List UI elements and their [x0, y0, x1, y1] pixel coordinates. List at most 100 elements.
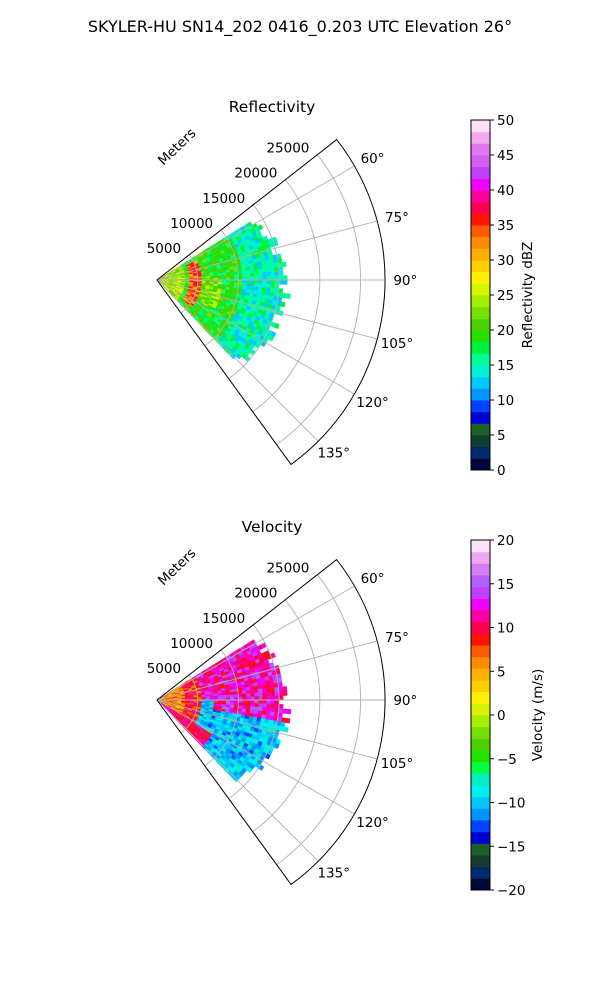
data-cell: [250, 272, 255, 277]
data-cell: [274, 279, 280, 285]
data-cell: [221, 274, 227, 278]
range-tick-label: 20000: [234, 586, 277, 602]
colorbar-tick-label: 20: [497, 323, 514, 339]
data-cell: [266, 691, 272, 697]
figure-title: SKYLER-HU SN14_202 0416_0.203 UTC Elevat…: [88, 17, 512, 37]
colorbar-swatch: [471, 388, 490, 401]
colorbar-tick-label: 50: [497, 113, 514, 129]
azimuth-spoke: [156, 699, 355, 815]
data-cell: [246, 276, 251, 281]
colorbar-swatch: [471, 248, 490, 261]
azimuth-tick-label: 105°: [381, 756, 414, 772]
data-cell: [280, 301, 286, 308]
range-ring: [228, 624, 280, 800]
data-cell: [270, 287, 276, 293]
panel-title: Velocity: [242, 518, 303, 536]
data-cell: [246, 699, 251, 704]
data-cell: [270, 691, 276, 697]
data-cell: [258, 276, 264, 281]
colorbar-swatch: [471, 820, 490, 833]
data-cell: [246, 279, 251, 284]
azimuth-tick-label: 90°: [393, 693, 417, 709]
data-cell: [258, 286, 263, 292]
colorbar-swatch: [471, 271, 490, 284]
colorbar-tick-label: 10: [497, 393, 514, 409]
data-cell: [270, 687, 276, 693]
data-cell: [274, 275, 280, 281]
data-cell: [249, 689, 255, 694]
data-cell: [229, 691, 235, 696]
data-cell: [245, 269, 251, 274]
colorbar-swatch: [471, 773, 490, 786]
data-cell: [235, 353, 243, 360]
azimuth-spoke: [156, 699, 319, 862]
data-cell: [266, 695, 272, 701]
data-cell: [262, 703, 268, 708]
range-ring: [276, 154, 361, 446]
data-cell: [270, 279, 276, 285]
colorbar-swatch: [471, 633, 490, 646]
data-cell: [285, 717, 291, 724]
colorbar-tick-label: −10: [497, 796, 526, 812]
range-ring: [228, 204, 280, 380]
data-cell: [282, 279, 288, 285]
data-cell: [270, 271, 276, 277]
colorbar-tick-label: 5: [497, 428, 506, 444]
data-cell: [274, 271, 280, 277]
colorbar-swatch: [471, 446, 490, 459]
data-cell: [266, 703, 272, 709]
azimuth-tick-label: 75°: [385, 210, 409, 226]
range-tick-label: 25000: [266, 561, 309, 577]
data-cell: [266, 287, 271, 293]
data-cell: [258, 699, 264, 704]
colorbar-swatch: [471, 831, 490, 844]
colorbar-swatch: [471, 201, 490, 214]
azimuth-spoke: [156, 220, 378, 281]
colorbar-tick-label: −5: [497, 752, 517, 768]
data-cell: [283, 726, 289, 733]
data-cell: [270, 707, 276, 713]
colorbar-swatch: [471, 878, 490, 891]
colorbar-label: Velocity (m/s): [530, 669, 546, 762]
data-cell: [269, 711, 275, 717]
data-cell: [266, 699, 272, 705]
velocity-panel: Velocity 60° 75° 90° 105° 120° 135° 5000 10000 1…: [147, 518, 546, 899]
data-cell: [213, 275, 219, 279]
data-cell: [253, 689, 259, 694]
data-cell: [258, 279, 264, 284]
data-cell: [257, 224, 264, 231]
data-cell: [242, 282, 247, 287]
data-cell: [250, 283, 255, 288]
data-cell: [258, 283, 264, 288]
data-cell: [266, 707, 271, 713]
colorbar-tick-label: 35: [497, 218, 514, 234]
data-cell: [246, 702, 251, 707]
data-cell: [254, 703, 259, 708]
azimuth-tick-label: 120°: [356, 395, 389, 411]
data-cell: [268, 335, 275, 342]
data-cell: [242, 699, 247, 704]
data-cell: [282, 708, 288, 714]
range-tick-label: 15000: [202, 191, 245, 207]
colorbar-swatch: [471, 726, 490, 739]
data-cell: [258, 696, 264, 701]
colorbar-swatch: [471, 283, 490, 296]
colorbar-swatch: [471, 225, 490, 238]
data-cell: [266, 283, 272, 289]
data-cell: [266, 279, 272, 285]
data-cell: [270, 275, 276, 281]
colorbar-tick-label: 20: [497, 533, 514, 549]
colorbar-swatch: [471, 341, 490, 354]
data-cell: [242, 702, 247, 707]
azimuth-spoke: [156, 279, 378, 340]
data-cell: [225, 274, 231, 278]
colorbar-tick-label: 30: [497, 253, 514, 269]
range-ring: [204, 649, 239, 767]
data-cell: [286, 708, 292, 715]
azimuth-spoke: [156, 699, 378, 760]
data-cell: [261, 684, 267, 690]
data-cell: [262, 287, 267, 292]
data-cell: [254, 692, 259, 697]
data-cell: [281, 292, 287, 299]
data-cell: [250, 699, 255, 704]
